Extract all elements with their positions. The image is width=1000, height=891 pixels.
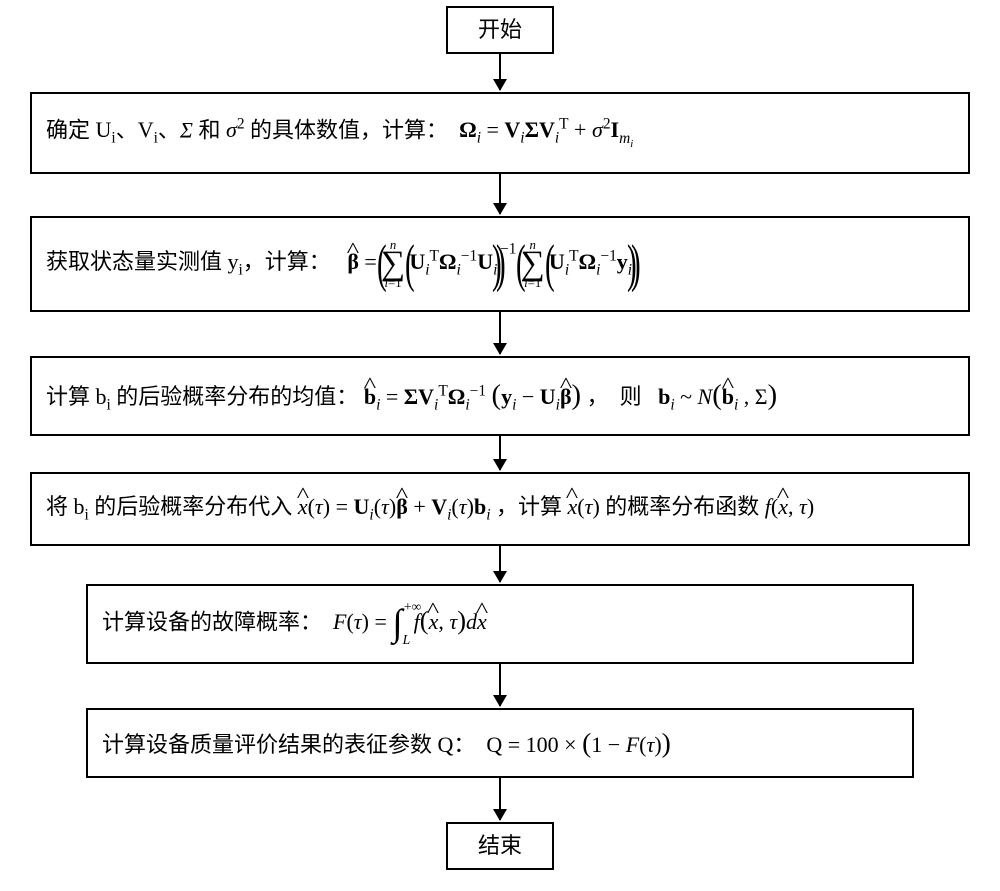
end-label: 结束 (478, 832, 522, 861)
arrow-4 (499, 546, 501, 582)
arrow-3 (499, 436, 501, 470)
step-5: 计算设备的故障概率： F(τ) = +∞∫L f(x, τ)dx (86, 584, 914, 664)
arrow-0 (499, 54, 501, 90)
step-3: 计算 bi 的后验概率分布的均值： bi = ΣViTΩi−1 (yi − Ui… (30, 356, 970, 436)
step-3-content: 计算 bi 的后验概率分布的均值： bi = ΣViTΩi−1 (yi − Ui… (46, 377, 777, 415)
terminal-start: 开始 (446, 6, 554, 54)
step-4-content: 将 bi 的后验概率分布代入 x(τ) = Ui(τ)β + Vi(τ)bi ，… (46, 493, 814, 525)
step-5-content: 计算设备的故障概率： F(τ) = +∞∫L f(x, τ)dx (102, 600, 487, 649)
step-6-content: 计算设备质量评价结果的表征参数 Q： Q = 100 × (1 − F(τ)) (102, 725, 671, 761)
step-2: 获取状态量实测值 yi，计算： β = (n∑i=1 (UiTΩi−1Ui) )… (30, 216, 970, 312)
arrow-6 (499, 778, 501, 820)
terminal-end: 结束 (446, 822, 554, 870)
flowchart-canvas: 开始 确定 Ui、Vi、Σ 和 σ2 的具体数值，计算： Ωi = ViΣViT… (0, 0, 1000, 891)
step-6: 计算设备质量评价结果的表征参数 Q： Q = 100 × (1 − F(τ)) (86, 708, 914, 778)
arrow-2 (499, 312, 501, 354)
step-2-content: 获取状态量实测值 yi，计算： β = (n∑i=1 (UiTΩi−1Ui) )… (46, 239, 635, 289)
step-1: 确定 Ui、Vi、Σ 和 σ2 的具体数值，计算： Ωi = ViΣViT + … (30, 92, 970, 174)
step-4: 将 bi 的后验概率分布代入 x(τ) = Ui(τ)β + Vi(τ)bi ，… (30, 472, 970, 546)
arrow-1 (499, 174, 501, 214)
step-1-content: 确定 Ui、Vi、Σ 和 σ2 的具体数值，计算： Ωi = ViΣViT + … (46, 115, 633, 151)
start-label: 开始 (478, 16, 522, 45)
arrow-5 (499, 664, 501, 706)
